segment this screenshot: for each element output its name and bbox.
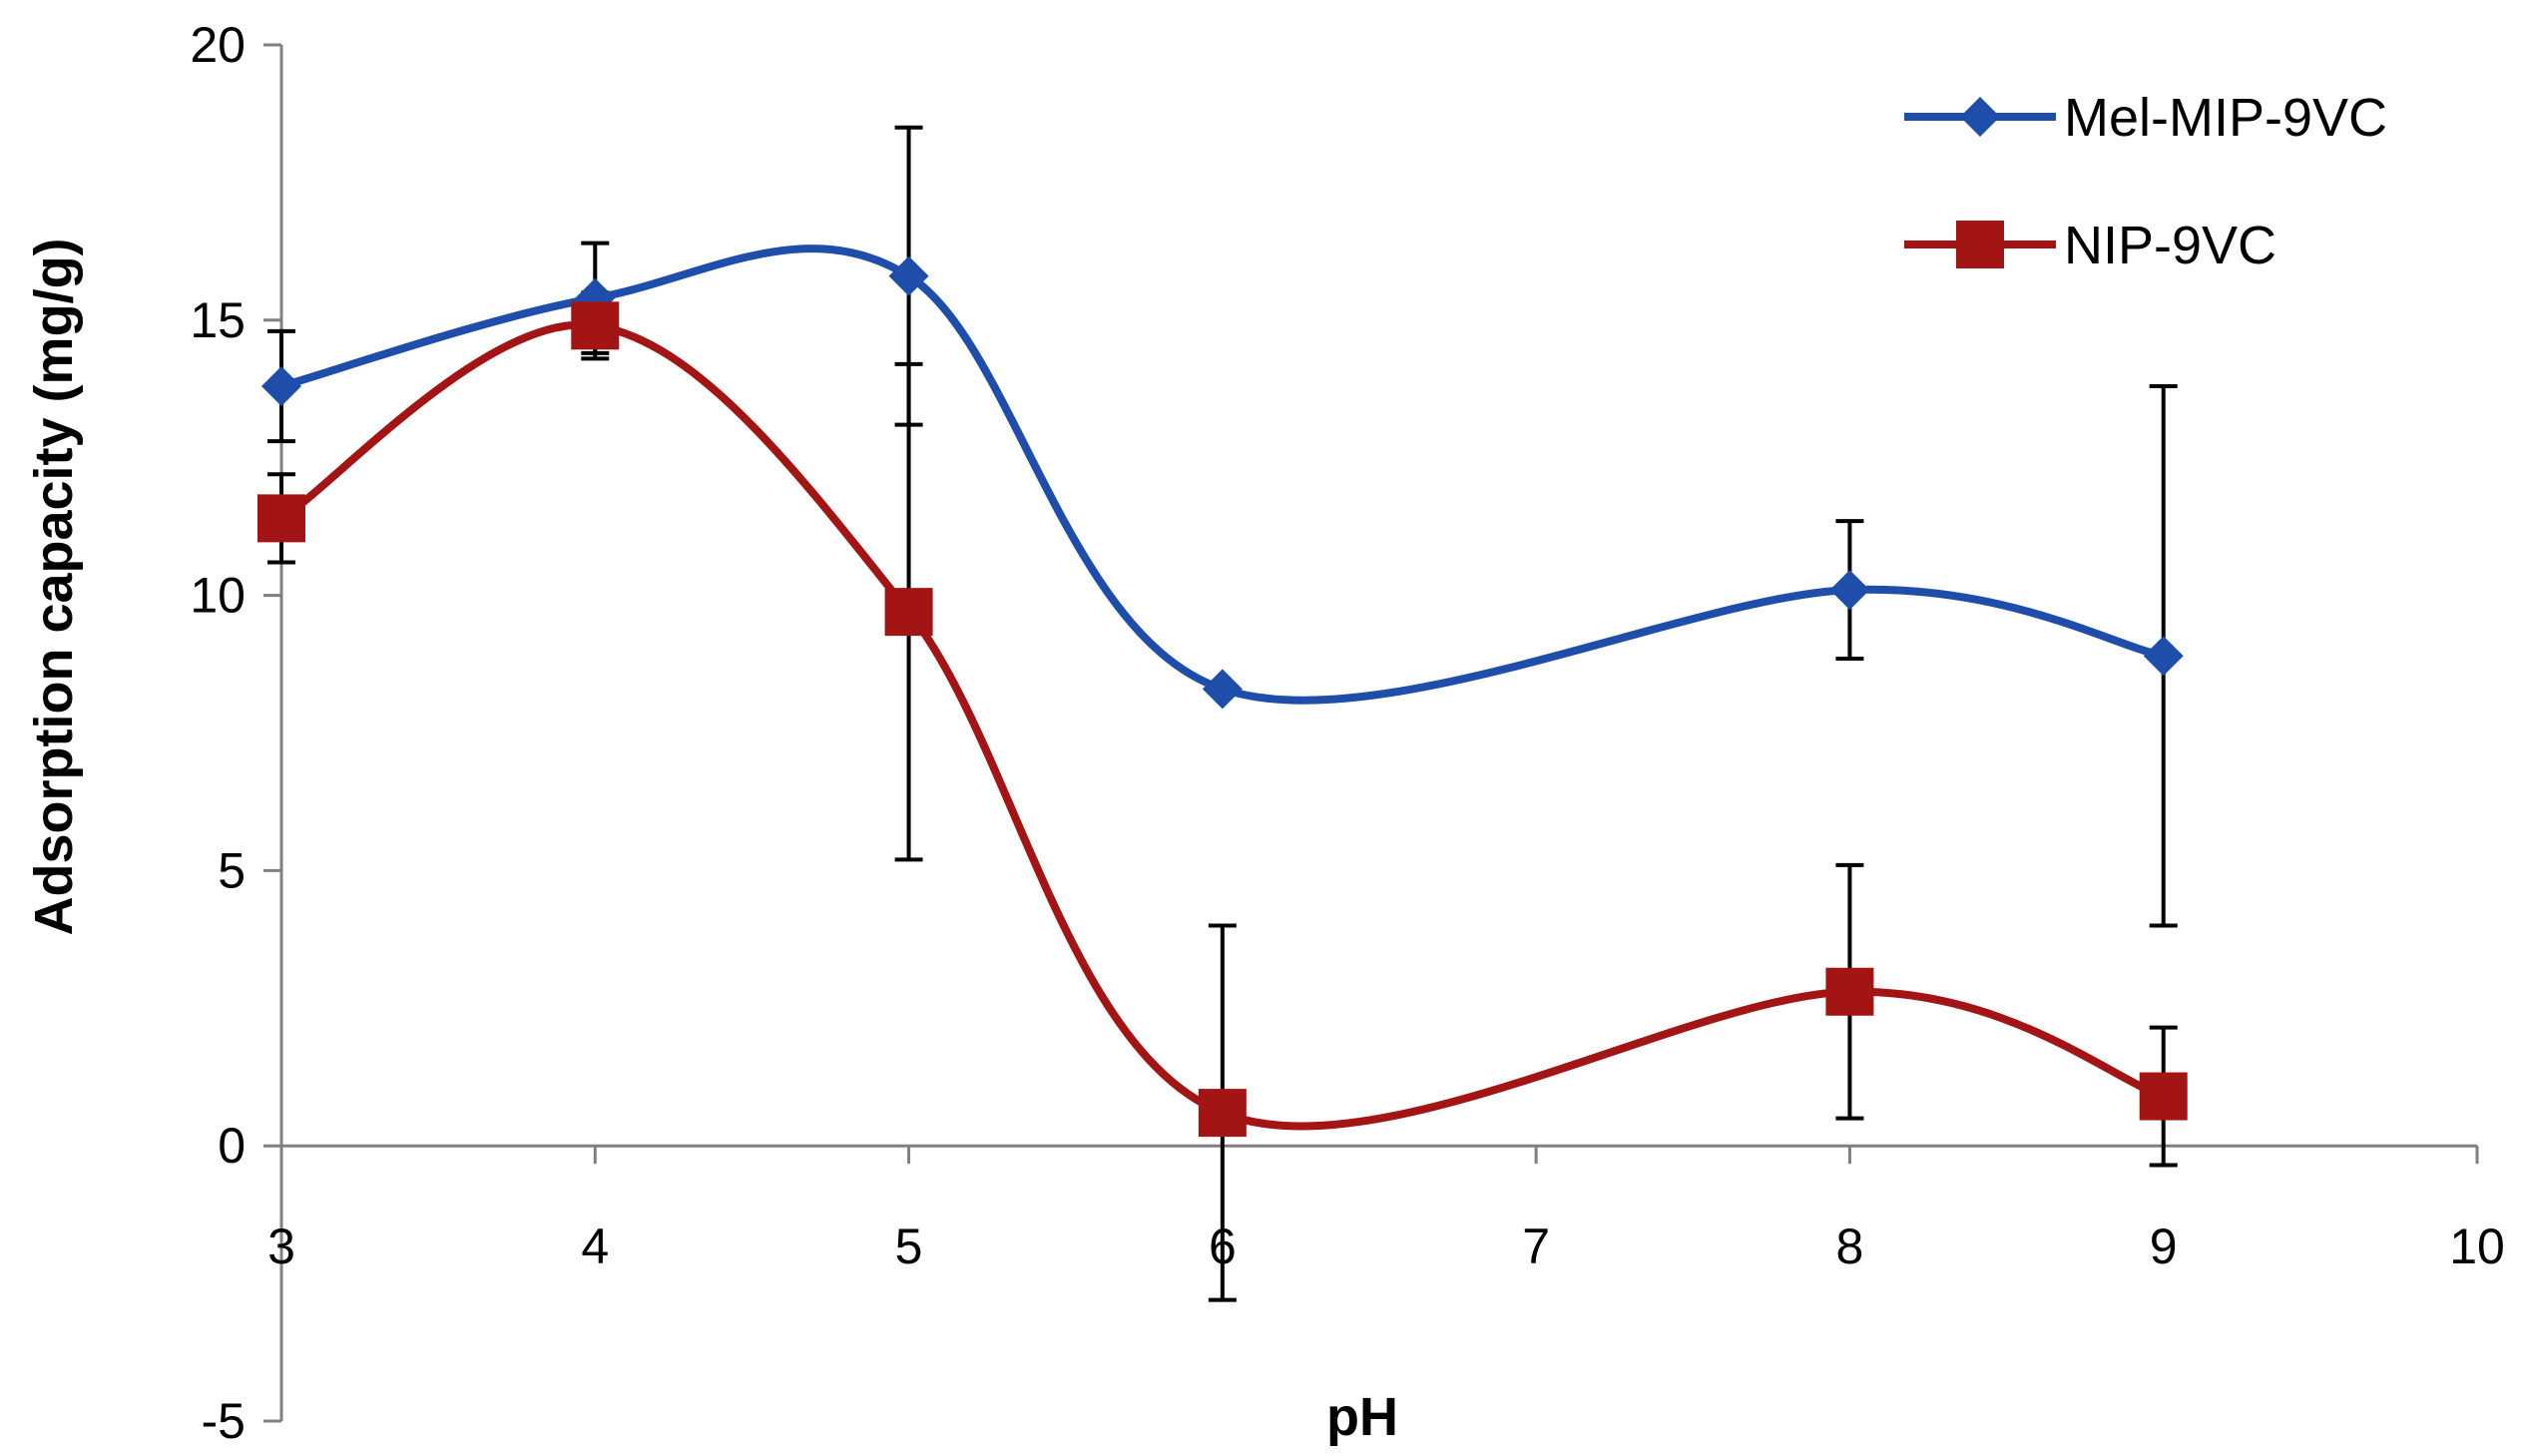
- axes: -505101520345678910: [190, 17, 2504, 1449]
- legend-label: NIP-9VC: [2064, 216, 2276, 275]
- x-tick-label: 5: [895, 1218, 923, 1274]
- data-point-diamond: [261, 365, 301, 406]
- data-point-square: [1198, 1089, 1247, 1138]
- x-tick-label: 7: [1522, 1218, 1550, 1274]
- data-point-diamond: [1829, 570, 1870, 611]
- x-tick-label: 8: [1836, 1218, 1864, 1274]
- data-point-diamond: [888, 255, 929, 296]
- data-point-diamond: [2143, 636, 2184, 677]
- legend: Mel-MIP-9VC NIP-9VC: [1904, 88, 2387, 275]
- data-point-square: [1825, 967, 1874, 1016]
- x-tick-label: 10: [2449, 1218, 2505, 1274]
- legend-marker-square: [1956, 221, 2004, 268]
- y-tick-label: 15: [190, 292, 246, 348]
- series-markers: [257, 255, 2188, 1138]
- x-tick-label: 3: [267, 1218, 295, 1274]
- legend-label: Mel-MIP-9VC: [2064, 88, 2387, 148]
- x-tick-label: 4: [581, 1218, 609, 1274]
- data-point-diamond: [1202, 669, 1243, 710]
- x-tick-label: 9: [2150, 1218, 2178, 1274]
- data-point-square: [2139, 1072, 2188, 1121]
- data-point-square: [884, 588, 933, 637]
- series-line-1: [279, 244, 2165, 705]
- y-axis-title: Adsorption capacity (mg/g): [24, 238, 84, 935]
- x-axis-title: pH: [1326, 1387, 1398, 1447]
- y-tick-label: 20: [190, 17, 246, 73]
- data-point-square: [571, 301, 620, 350]
- y-tick-label: 10: [190, 568, 246, 624]
- data-point-square: [257, 494, 305, 543]
- y-tick-label: -5: [202, 1393, 246, 1449]
- legend-marker-diamond: [1960, 97, 2000, 137]
- y-tick-label: 0: [218, 1118, 246, 1174]
- y-tick-label: 5: [218, 842, 246, 898]
